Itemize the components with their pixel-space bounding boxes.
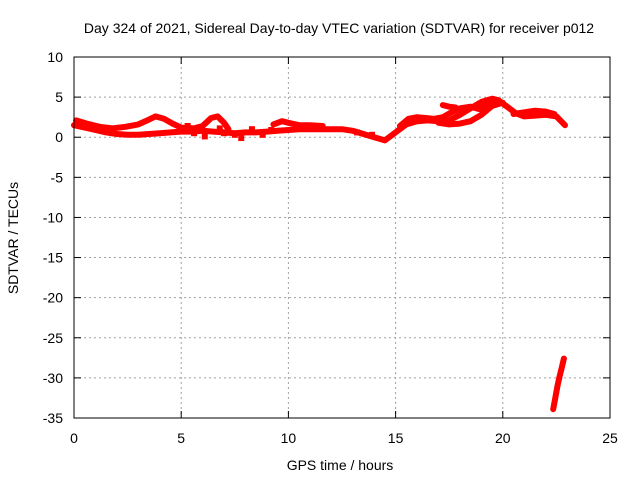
series-line-outlier-segment xyxy=(550,355,567,413)
x-tick-label: 0 xyxy=(70,430,78,446)
x-axis-label: GPS time / hours xyxy=(287,457,394,473)
grid xyxy=(74,57,610,418)
y-tick-label: -5 xyxy=(51,169,64,185)
y-tick-label: -20 xyxy=(43,290,63,306)
y-tick-label: 0 xyxy=(55,129,63,145)
x-tick-label: 5 xyxy=(177,430,185,446)
data-point xyxy=(354,129,361,136)
x-tick-label: 20 xyxy=(495,430,511,446)
data-point xyxy=(248,126,255,133)
y-tick-label: -10 xyxy=(43,209,63,225)
data-point xyxy=(259,131,266,138)
series-line-upper-track xyxy=(73,113,232,133)
data-point xyxy=(191,130,198,137)
series-line-post-15-upper xyxy=(396,98,498,129)
data-point xyxy=(231,131,238,138)
x-tick-labels: 0 5 10 15 20 25 xyxy=(70,430,618,446)
x-tick-label: 10 xyxy=(281,430,297,446)
data-point xyxy=(201,133,208,140)
x-tick-label: 15 xyxy=(388,430,404,446)
data-point xyxy=(369,131,376,138)
y-tick-label: -30 xyxy=(43,370,63,386)
data-point xyxy=(238,135,245,142)
axis-ticks xyxy=(73,56,611,419)
y-tick-label: 10 xyxy=(47,49,63,65)
series-line-main-track xyxy=(71,95,568,144)
chart-title: Day 324 of 2021, Sidereal Day-to-day VTE… xyxy=(84,20,594,36)
plot-frame xyxy=(73,56,611,419)
y-tick-label: -25 xyxy=(43,330,63,346)
series-group xyxy=(71,95,568,413)
data-point xyxy=(268,127,275,134)
series-line-secondary-upper xyxy=(270,118,326,129)
x-tick-label: 25 xyxy=(602,430,618,446)
y-tick-labels: 10 5 0 -5 -10 -15 -20 -25 -30 -35 xyxy=(43,49,63,426)
series-line-post-15-top xyxy=(439,102,459,111)
data-point xyxy=(184,122,191,129)
y-tick-label: 5 xyxy=(55,89,63,105)
data-point xyxy=(221,130,228,137)
series-line-post-15-lower xyxy=(435,99,506,128)
y-tick-label: -35 xyxy=(43,410,63,426)
y-tick-label: -15 xyxy=(43,250,63,266)
series-line-tail-end xyxy=(510,107,558,117)
y-axis-label: SDTVAR / TECUs xyxy=(5,182,21,294)
data-point xyxy=(216,125,223,132)
